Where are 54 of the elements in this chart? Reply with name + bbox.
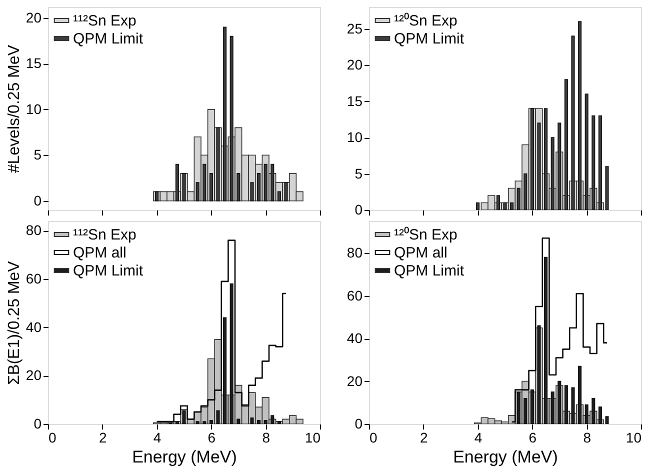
y-tick-label: 80 [26,222,42,238]
x-tick-label: 4 [474,430,482,446]
y-tick-label: 25 [346,20,363,36]
y-tick-label: 0 [354,202,363,218]
legend-label: ¹²⁰Sn Exp [394,226,458,244]
x-tick-label: 0 [370,430,378,446]
y-tick-label: 5 [34,146,42,163]
y-tick-label: 20 [26,367,42,384]
x-tick-label: 0 [48,430,56,446]
x-axis-title: Energy (MeV) [453,448,558,466]
x-tick-label: 2 [420,430,428,446]
y-tick-label: 0 [34,192,42,208]
x-tick-label: 6 [528,430,537,446]
bar [202,421,206,424]
bar [209,420,213,424]
bar [216,410,220,424]
legend-label: QPM all [394,244,448,262]
y-tick-label: 40 [26,318,42,335]
y-tick-label: 40 [346,330,363,346]
y-tick-label: 0 [354,416,363,432]
legend-label: ¹²⁰Sn Exp [394,12,458,30]
legend-label: QPM Limit [73,262,144,280]
bar [250,418,254,424]
x-tick-label: 4 [153,430,162,446]
y-tick-label: 10 [346,129,363,145]
y-tick-label: 15 [26,55,42,72]
x-tick-label: 10 [626,430,642,446]
y-tick-label: 20 [26,9,42,26]
legend-label: ¹¹²Sn Exp [73,226,136,244]
legend-label: ¹¹²Sn Exp [73,12,136,30]
x-tick-label: 8 [583,430,592,446]
legend-label: QPM all [73,244,126,262]
bar [236,418,240,424]
x-tick-label: 8 [262,430,270,446]
x-tick-label: 2 [99,430,107,446]
y-tick-label: 80 [346,244,363,261]
y-tick-label: 0 [34,416,42,432]
y-axis-title: ΣB(E1)/0.25 MeV [6,260,23,385]
y-tick-label: 15 [346,92,363,109]
x-axis-title: Energy (MeV) [132,448,237,466]
y-tick-label: 60 [346,287,363,304]
legend-label: QPM Limit [394,262,465,280]
legend-label: QPM Limit [394,30,465,48]
bar [196,421,200,424]
x-tick-label: 6 [208,430,216,446]
y-tick-label: 20 [346,372,363,389]
y-tick-label: 20 [346,56,363,72]
x-tick-label: 10 [304,430,321,446]
y-tick-label: 10 [26,100,42,117]
bar [257,420,261,424]
y-tick-label: 5 [354,165,363,182]
legend-label: QPM Limit [73,30,144,48]
y-tick-label: 60 [26,270,42,286]
y-axis-title: #Levels/0.25 MeV [6,44,23,174]
